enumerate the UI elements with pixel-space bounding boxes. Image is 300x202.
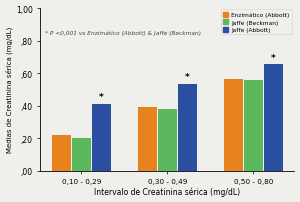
- Y-axis label: Medias de Creatinina sérica (mg/dL): Medias de Creatinina sérica (mg/dL): [6, 27, 13, 153]
- Bar: [138, 108, 157, 171]
- Bar: [92, 104, 111, 171]
- Bar: [178, 84, 197, 171]
- Bar: [244, 81, 263, 171]
- Bar: [158, 109, 177, 171]
- Bar: [224, 79, 243, 171]
- Text: *: *: [185, 73, 190, 82]
- Legend: Enzimático (Abbott), Jaffe (Beckman), Jaffe (Abbott): Enzimático (Abbott), Jaffe (Beckman), Ja…: [221, 10, 292, 35]
- Text: *: *: [271, 53, 276, 62]
- Text: * P <0,001 vs Enzimático (Abbott) & Jaffe (Beckman): * P <0,001 vs Enzimático (Abbott) & Jaff…: [45, 30, 201, 36]
- X-axis label: Intervalo de Creatinina sérica (mg/dL): Intervalo de Creatinina sérica (mg/dL): [94, 187, 241, 197]
- Bar: [72, 138, 91, 171]
- Bar: [52, 135, 71, 171]
- Bar: [264, 65, 283, 171]
- Text: *: *: [99, 93, 103, 102]
